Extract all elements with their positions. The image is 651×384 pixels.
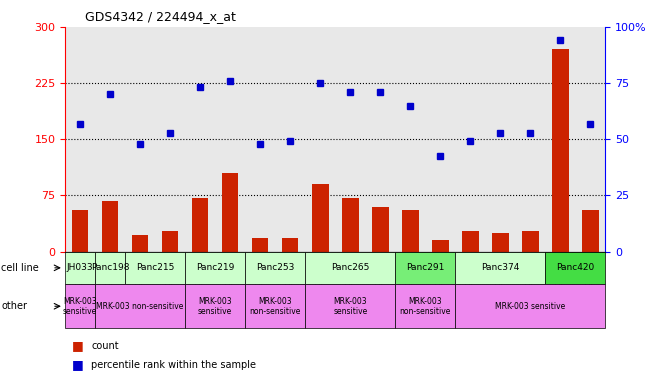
Bar (305, 252, 395, 284)
Bar (372, 207, 389, 252)
Bar (65, 252, 95, 284)
Bar (312, 184, 329, 252)
Text: Panc420: Panc420 (557, 263, 594, 272)
Bar (305, 284, 395, 328)
Bar (546, 252, 605, 284)
Text: MRK-003
non-sensitive: MRK-003 non-sensitive (400, 296, 451, 316)
Bar (72, 210, 89, 252)
Text: ■: ■ (72, 358, 83, 371)
Bar (192, 198, 208, 252)
Bar (462, 230, 478, 252)
Text: other: other (1, 301, 27, 311)
Bar (342, 198, 359, 252)
Bar (522, 230, 538, 252)
Text: Panc374: Panc374 (481, 263, 519, 272)
Text: ■: ■ (72, 339, 83, 352)
Text: MRK-003
sensitive: MRK-003 sensitive (333, 296, 367, 316)
Bar (402, 210, 419, 252)
Bar (492, 233, 508, 252)
Text: Panc291: Panc291 (406, 263, 445, 272)
Bar (432, 240, 449, 252)
Bar (222, 173, 238, 252)
Text: MRK-003
sensitive: MRK-003 sensitive (198, 296, 232, 316)
Bar (455, 252, 546, 284)
Bar (185, 252, 245, 284)
Text: MRK-003 sensitive: MRK-003 sensitive (495, 302, 566, 311)
Bar (282, 238, 299, 252)
Text: MRK-003
sensitive: MRK-003 sensitive (63, 296, 97, 316)
Text: JH033: JH033 (67, 263, 94, 272)
Bar (95, 284, 185, 328)
Bar (125, 252, 185, 284)
Text: Panc265: Panc265 (331, 263, 370, 272)
Text: MRK-003
non-sensitive: MRK-003 non-sensitive (249, 296, 301, 316)
Bar (185, 284, 245, 328)
Bar (395, 252, 455, 284)
Text: MRK-003 non-sensitive: MRK-003 non-sensitive (96, 302, 184, 311)
Text: percentile rank within the sample: percentile rank within the sample (91, 360, 256, 370)
Text: Panc219: Panc219 (196, 263, 234, 272)
Bar (395, 284, 455, 328)
Bar (162, 230, 178, 252)
Bar (95, 252, 125, 284)
Text: Panc198: Panc198 (91, 263, 130, 272)
Bar (65, 284, 95, 328)
Text: cell line: cell line (1, 263, 39, 273)
Text: Panc215: Panc215 (136, 263, 174, 272)
Text: Panc253: Panc253 (256, 263, 294, 272)
Bar (245, 284, 305, 328)
Bar (132, 235, 148, 252)
Text: count: count (91, 341, 118, 351)
Bar (455, 284, 605, 328)
Bar (552, 49, 569, 252)
Text: GDS4342 / 224494_x_at: GDS4342 / 224494_x_at (85, 10, 236, 23)
Bar (252, 238, 268, 252)
Bar (245, 252, 305, 284)
Bar (582, 210, 599, 252)
Bar (102, 200, 118, 252)
